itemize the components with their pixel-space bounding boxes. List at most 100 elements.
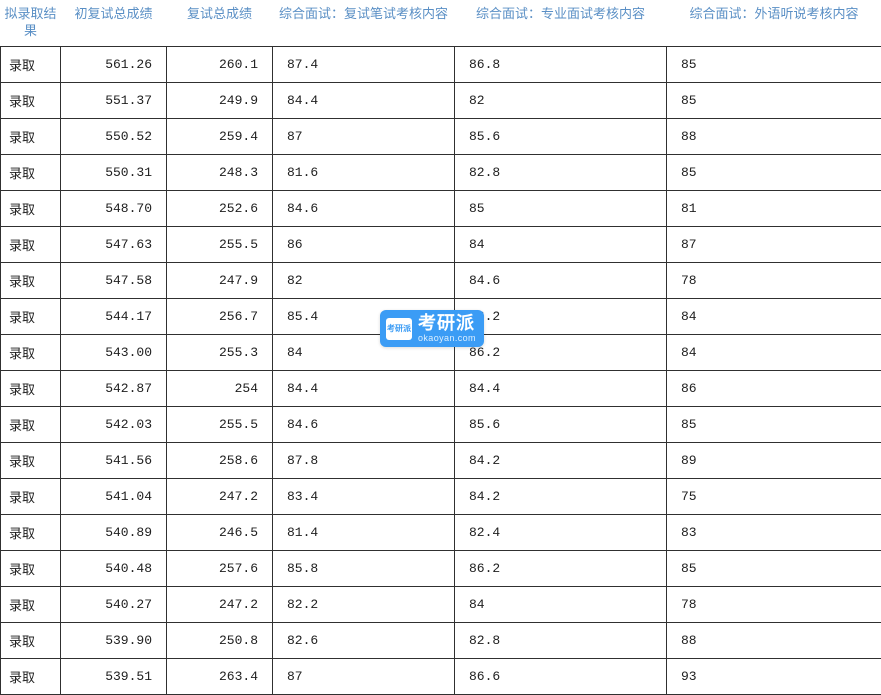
table-cell: 540.48 [61,550,167,586]
table-cell: 542.03 [61,406,167,442]
table-cell: 85.8 [273,550,455,586]
table-cell: 82 [455,82,667,118]
table-row: 录取547.58247.98284.678 [1,262,881,298]
table-cell: 84.6 [273,406,455,442]
table-cell: 82.2 [273,586,455,622]
table-cell: 255.5 [167,226,273,262]
table-cell: 548.70 [61,190,167,226]
table-cell: 84.4 [455,370,667,406]
table-header-row: 拟录取结果 初复试总成绩 复试总成绩 综合面试：复试笔试考核内容 综合面试：专业… [1,0,881,46]
table-row: 录取540.89246.581.482.483 [1,514,881,550]
table-cell: 84 [455,586,667,622]
table-row: 录取550.52259.48785.688 [1,118,881,154]
table-cell: 录取 [1,154,61,190]
table-cell: 551.37 [61,82,167,118]
table-row: 录取548.70252.684.68581 [1,190,881,226]
table-cell: 85 [667,406,881,442]
table-row: 录取561.26260.187.486.885 [1,46,881,82]
table-cell: 541.04 [61,478,167,514]
table-cell: 86.2 [455,550,667,586]
table-row: 录取540.48257.685.886.285 [1,550,881,586]
table-cell: 547.63 [61,226,167,262]
table-row: 录取551.37249.984.48285 [1,82,881,118]
table-cell: 540.89 [61,514,167,550]
table-cell: 81 [667,190,881,226]
table-body: 录取561.26260.187.486.885录取551.37249.984.4… [1,46,881,694]
table-cell: 87.8 [273,442,455,478]
table-cell: 录取 [1,262,61,298]
col-header-total: 初复试总成绩 [61,0,167,46]
table-cell: 256.7 [167,298,273,334]
table-cell: 542.87 [61,370,167,406]
table-row: 录取541.56258.687.884.289 [1,442,881,478]
table-cell: 录取 [1,298,61,334]
table-cell: 255.3 [167,334,273,370]
table-row: 录取540.27247.282.28478 [1,586,881,622]
table-cell: 550.31 [61,154,167,190]
table-cell: 87 [273,658,455,694]
table-cell: 85 [667,82,881,118]
table-cell: 248.3 [167,154,273,190]
table-cell: 543.00 [61,334,167,370]
table-cell: 260.1 [167,46,273,82]
table-cell: 84.4 [273,370,455,406]
table-cell: 259.4 [167,118,273,154]
table-cell: 86 [667,370,881,406]
table-cell: 87 [667,226,881,262]
table-cell: 录取 [1,334,61,370]
table-cell: 541.56 [61,442,167,478]
table-cell: 257.6 [167,550,273,586]
table-cell: 录取 [1,622,61,658]
table-cell: 254 [167,370,273,406]
table-cell: 83.4 [273,478,455,514]
table-cell: 81.4 [273,514,455,550]
table-row: 录取542.8725484.484.486 [1,370,881,406]
table-cell: 84 [667,334,881,370]
table-cell: 88 [667,622,881,658]
table-cell: 249.9 [167,82,273,118]
table-cell: 88 [667,118,881,154]
table-cell: 85.6 [455,118,667,154]
col-header-written: 综合面试：复试笔试考核内容 [273,0,455,46]
table-cell: 561.26 [61,46,167,82]
table-cell: 84 [273,334,455,370]
table-cell: 78 [667,262,881,298]
table-cell: 255.5 [167,406,273,442]
col-header-lang: 综合面试：外语听说考核内容 [667,0,881,46]
table-cell: 246.5 [167,514,273,550]
admission-scores-table: 拟录取结果 初复试总成绩 复试总成绩 综合面试：复试笔试考核内容 综合面试：专业… [0,0,881,695]
table-cell: 93 [667,658,881,694]
table-cell: 84 [455,226,667,262]
table-cell: 录取 [1,658,61,694]
table-cell: 252.6 [167,190,273,226]
table-cell: 258.6 [167,442,273,478]
table-row: 录取541.04247.283.484.275 [1,478,881,514]
table-cell: 82.6 [273,622,455,658]
table-cell: 247.9 [167,262,273,298]
table-cell: 84.4 [273,82,455,118]
table-cell: 84 [667,298,881,334]
col-header-status: 拟录取结果 [1,0,61,46]
table-row: 录取550.31248.381.682.885 [1,154,881,190]
table-cell: 录取 [1,586,61,622]
table-cell: 84.2 [455,478,667,514]
table-cell: 550.52 [61,118,167,154]
table-cell: 78 [667,586,881,622]
table-cell: 247.2 [167,586,273,622]
table-cell: 87 [273,118,455,154]
table-cell: 85 [667,154,881,190]
table-cell: 89 [667,442,881,478]
table-cell: 75 [667,478,881,514]
table-cell: 85.6 [455,406,667,442]
table-cell: 544.17 [61,298,167,334]
table-cell: 84.2 [455,442,667,478]
table-cell: 录取 [1,118,61,154]
table-row: 录取547.63255.5868487 [1,226,881,262]
table-row: 录取539.90250.882.682.888 [1,622,881,658]
table-cell: 263.4 [167,658,273,694]
table-cell: 247.2 [167,478,273,514]
table-cell: 86.6 [455,658,667,694]
table-row: 录取544.17256.785.486.284 [1,298,881,334]
table-cell: 84.6 [455,262,667,298]
table-cell: 87.4 [273,46,455,82]
